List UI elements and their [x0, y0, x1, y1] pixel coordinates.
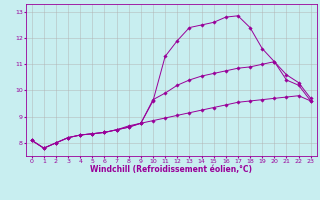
X-axis label: Windchill (Refroidissement éolien,°C): Windchill (Refroidissement éolien,°C): [90, 165, 252, 174]
